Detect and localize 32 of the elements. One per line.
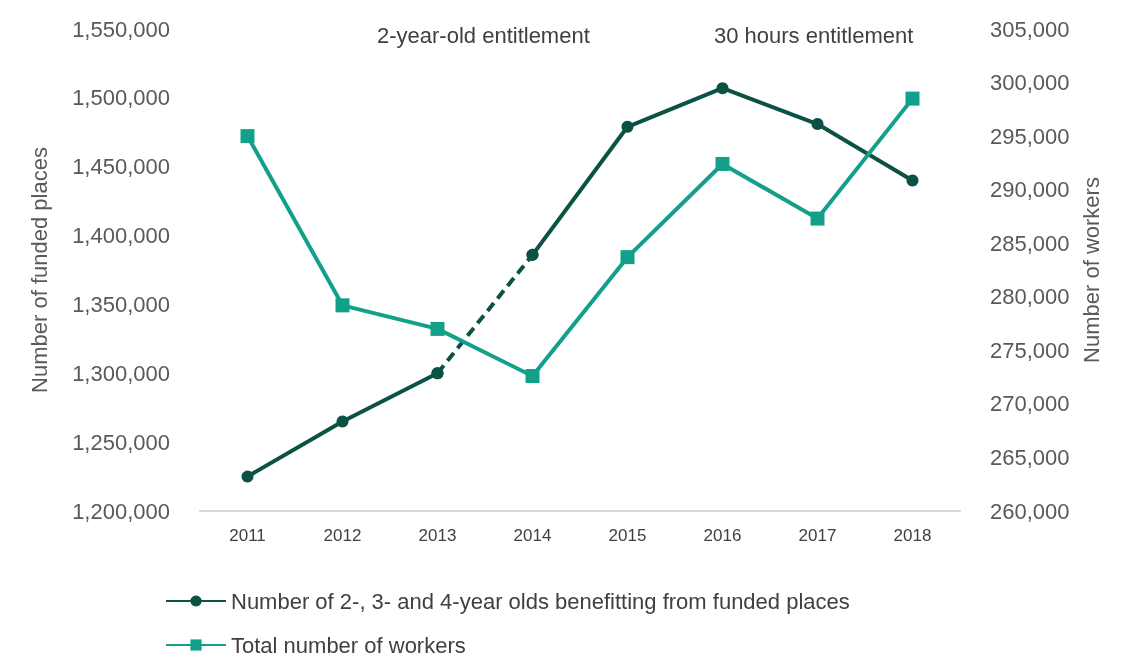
x-tick-label: 2017 [798, 526, 837, 545]
annotation: 30 hours entitlement [714, 22, 914, 48]
y2-tick-label: 290,000 [990, 177, 1070, 203]
y-tick-label: 1,250,000 [72, 429, 170, 455]
x-tick-label: 2013 [418, 526, 457, 545]
y2-axis-title: Number of workers [1078, 177, 1104, 363]
legend-label: Number of 2-, 3- and 4-year olds benefitting from funded places [231, 588, 850, 614]
y2-tick-label: 280,000 [990, 284, 1070, 310]
x-tick-label: 2016 [703, 526, 742, 545]
x-tick-label: 2015 [608, 526, 647, 545]
x-tick-label: 2011 [229, 526, 266, 545]
legend-label: Total number of workers [231, 632, 466, 658]
y-tick-label: 1,550,000 [72, 16, 170, 42]
y-tick-label: 1,350,000 [72, 291, 170, 317]
annotation: 2-year-old entitlement [377, 22, 590, 48]
y2-tick-label: 285,000 [990, 230, 1070, 256]
y-tick-label: 1,300,000 [72, 360, 170, 386]
y2-tick-label: 300,000 [990, 70, 1070, 96]
y-tick-label: 1,500,000 [72, 85, 170, 111]
y2-tick-label: 275,000 [990, 337, 1070, 363]
x-tick-label: 2014 [513, 526, 552, 545]
y-tick-label: 1,400,000 [72, 223, 170, 249]
y2-tick-label: 270,000 [990, 391, 1070, 417]
y-axis-title: Number of funded places [26, 147, 52, 393]
y2-tick-label: 305,000 [990, 16, 1070, 42]
y-tick-label: 1,450,000 [72, 154, 170, 180]
y-tick-label: 1,200,000 [72, 498, 170, 524]
y2-tick-label: 260,000 [990, 498, 1070, 524]
x-tick-label: 2012 [323, 526, 362, 545]
y2-tick-label: 295,000 [990, 123, 1070, 149]
y2-tick-label: 265,000 [990, 444, 1070, 470]
x-tick-label: 2018 [893, 526, 932, 545]
